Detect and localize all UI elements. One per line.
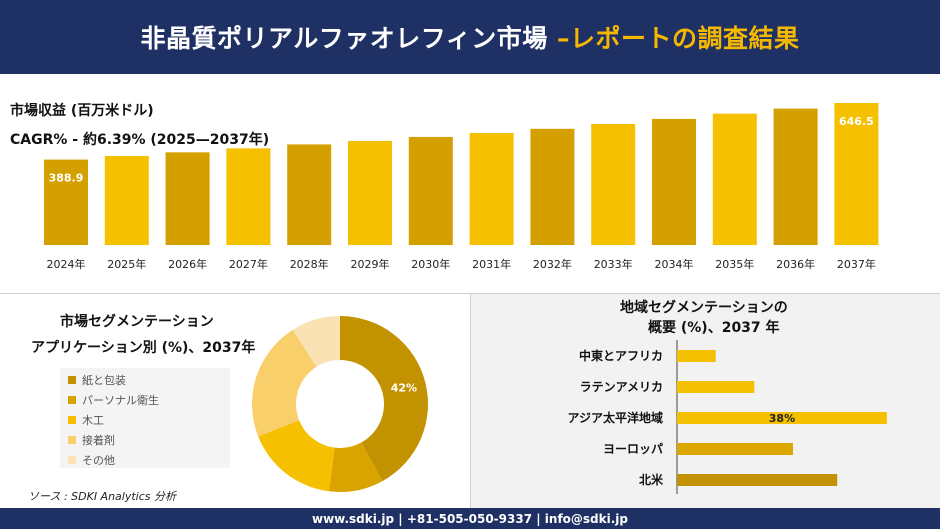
x-tick-label: 2028年: [290, 257, 329, 271]
donut-slice: [340, 316, 428, 482]
legend-item: 接着剤: [68, 432, 115, 448]
segment-title-line1: 市場セグメンテーション: [60, 314, 214, 330]
donut-slice: [258, 420, 335, 492]
revenue-bar: [469, 132, 514, 245]
title-main: 非晶質ポリアルファオレフィン市場: [140, 24, 548, 53]
legend-item: 紙と包装: [68, 372, 126, 388]
region-bar: [677, 381, 755, 393]
slice-data-label: 42%: [391, 382, 417, 395]
donut-slice: [252, 329, 317, 437]
region-bar: [677, 443, 793, 455]
region-title-line1: 地域セグメンテーションの: [620, 300, 788, 316]
region-bar: [677, 474, 838, 486]
region-label: ヨーロッパ: [603, 442, 663, 456]
x-tick-label: 2037年: [837, 257, 876, 271]
source-note: ソース : SDKI Analytics 分析: [28, 490, 177, 503]
legend-label: パーソナル衛生: [82, 394, 159, 407]
x-tick-label: 2029年: [351, 257, 390, 271]
revenue-bar: [834, 103, 879, 245]
region-label: 北米: [639, 472, 664, 487]
region-title-line2: 概要 (%)、2037 年: [648, 320, 780, 336]
x-tick-label: 2025年: [107, 257, 146, 271]
legend-label: その他: [82, 454, 115, 467]
horizontal-divider: [0, 293, 940, 294]
legend-label: 接着剤: [82, 434, 115, 447]
footer-contact: www.sdki.jp | +81-505-050-9337 | info@sd…: [0, 508, 940, 529]
x-tick-label: 2026年: [168, 257, 207, 271]
x-tick-label: 2032年: [533, 257, 572, 271]
legend-swatch: [68, 416, 76, 424]
segment-title-line2: アプリケーション別 (%)、2037年: [31, 340, 256, 356]
legend-label: 木工: [82, 414, 104, 427]
revenue-bar: [408, 136, 453, 245]
donut-slice: [292, 316, 340, 367]
revenue-bar: [652, 118, 696, 245]
x-tick-label: 2034年: [655, 257, 694, 271]
x-tick-label: 2036年: [776, 257, 815, 271]
revenue-bar: [530, 128, 575, 245]
application-donut-chart: 42%: [252, 316, 428, 492]
x-tick-label: 2031年: [472, 257, 511, 271]
cagr-label: CAGR% - 約6.39% (2025—2037年): [10, 132, 270, 148]
revenue-bar: [226, 148, 271, 245]
x-tick-label: 2035年: [715, 257, 754, 271]
legend-swatch: [68, 396, 76, 404]
vertical-divider: [470, 294, 471, 508]
header-banner: 非晶質ポリアルファオレフィン市場 –レポートの調査結果: [0, 0, 940, 74]
x-tick-label: 2027年: [229, 257, 268, 271]
legend-item: 木工: [68, 412, 104, 428]
legend-swatch: [68, 436, 76, 444]
revenue-bar: [165, 152, 210, 245]
x-tick-label: 2033年: [594, 257, 633, 271]
x-tick-label: 2024年: [47, 257, 86, 271]
bar-data-label: 646.5: [839, 115, 874, 128]
revenue-bar-chart: 2024年 388.9 2025年 2026年 2027年 2028年 2029年 2030年…: [44, 103, 879, 271]
revenue-bar: [773, 108, 818, 246]
revenue-bar: [287, 144, 332, 245]
metric-label: 市場収益 (百万米ドル): [10, 103, 154, 119]
revenue-bar: [712, 113, 757, 245]
page-title: 非晶質ポリアルファオレフィン市場 –レポートの調査結果: [141, 19, 800, 55]
region-bar: [677, 412, 887, 424]
legend-label: 紙と包装: [82, 374, 126, 387]
legend-item: パーソナル衛生: [68, 392, 159, 408]
legend-swatch: [68, 456, 76, 464]
region-bar: [677, 350, 716, 362]
revenue-bar: [44, 159, 88, 245]
region-panel: [471, 294, 940, 508]
region-label: アジア太平洋地域: [567, 410, 663, 425]
region-data-label: 38%: [769, 412, 795, 425]
region-label: 中東とアフリカ: [579, 348, 663, 363]
application-legend: 紙と包装パーソナル衛生 木工接着剤その他: [60, 368, 230, 468]
revenue-bar: [104, 156, 149, 245]
legend-swatch: [68, 376, 76, 384]
revenue-bar: [591, 123, 636, 245]
donut-slice: [328, 442, 383, 492]
region-label: ラテンアメリカ: [580, 380, 663, 394]
legend-item: その他: [68, 452, 115, 468]
revenue-bar: [348, 140, 392, 245]
title-accent: –レポートの調査結果: [556, 24, 800, 53]
x-tick-label: 2030年: [411, 257, 450, 271]
bar-data-label: 388.9: [49, 172, 84, 185]
